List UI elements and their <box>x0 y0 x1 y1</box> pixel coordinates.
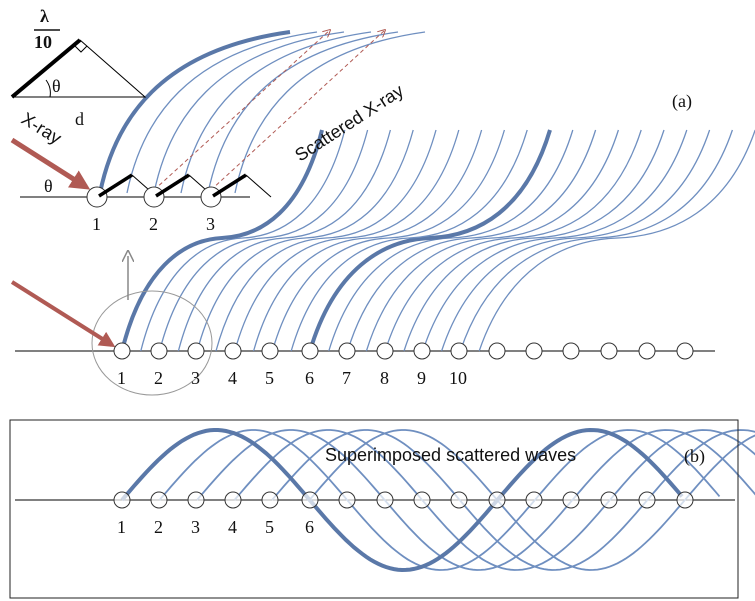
atom <box>201 187 221 207</box>
panel-b-title: Superimposed scattered waves <box>325 445 576 465</box>
atom-label: 7 <box>342 368 351 388</box>
atom <box>601 492 617 508</box>
atom <box>188 492 204 508</box>
atom <box>639 492 655 508</box>
atom-label: 3 <box>191 517 200 537</box>
atom-label: 1 <box>117 517 126 537</box>
scattered-wave <box>181 32 371 193</box>
atom <box>377 343 393 359</box>
atom-label: 2 <box>149 214 158 234</box>
atom <box>563 343 579 359</box>
ten: 10 <box>34 32 52 52</box>
scattered-wave <box>122 130 322 351</box>
atom <box>489 492 505 508</box>
atom <box>114 343 130 359</box>
plane <box>156 175 189 196</box>
atom-label: 9 <box>417 368 426 388</box>
scattered-wave <box>127 32 317 193</box>
atom <box>677 492 693 508</box>
lambda: λ <box>40 6 49 26</box>
atom <box>339 492 355 508</box>
atom-label: 6 <box>305 517 314 537</box>
atom <box>144 187 164 207</box>
atom-label: 8 <box>380 368 389 388</box>
atom-label: 5 <box>265 517 274 537</box>
atom <box>339 343 355 359</box>
scattered-wave <box>160 130 368 351</box>
atom <box>114 492 130 508</box>
right-angle <box>74 45 87 52</box>
atom <box>639 343 655 359</box>
atom <box>302 343 318 359</box>
atom-label: 4 <box>228 517 237 537</box>
xray-label: X-ray <box>18 108 65 148</box>
atom-label: 2 <box>154 517 163 537</box>
plane <box>213 175 246 196</box>
atom <box>677 343 693 359</box>
atom <box>225 343 241 359</box>
angle-arc <box>46 80 50 97</box>
atom <box>87 187 107 207</box>
atom <box>377 492 393 508</box>
atom-label: 3 <box>206 214 215 234</box>
label-b: (b) <box>684 446 705 467</box>
atom-label: 3 <box>191 368 200 388</box>
scattered-wave <box>479 130 755 351</box>
atom <box>225 492 241 508</box>
atom <box>302 492 318 508</box>
atom-label: 1 <box>117 368 126 388</box>
atom-label: 5 <box>265 368 274 388</box>
inset-theta: θ <box>52 76 61 96</box>
atom-label: 1 <box>92 214 101 234</box>
scattered-wave <box>100 32 290 193</box>
atom <box>262 343 278 359</box>
atom <box>451 492 467 508</box>
atom <box>526 492 542 508</box>
atom <box>451 343 467 359</box>
atom <box>414 492 430 508</box>
top-theta: θ <box>44 176 53 196</box>
incident-ray <box>12 282 112 345</box>
atom-label: 4 <box>228 368 237 388</box>
atom <box>262 492 278 508</box>
scattered-label: Scattered X-ray <box>291 80 407 165</box>
atom <box>151 492 167 508</box>
scattered-wave <box>154 32 344 193</box>
atom-label: 2 <box>154 368 163 388</box>
figure: 12312345678910123456 λ 10 θ d (a) X-ray … <box>0 0 755 601</box>
inset-triangle <box>12 40 145 97</box>
atom-label: 10 <box>449 368 467 388</box>
plane-tri <box>246 175 271 197</box>
inset-d: d <box>75 109 84 129</box>
atom-label: 6 <box>305 368 314 388</box>
atom <box>489 343 505 359</box>
atom <box>414 343 430 359</box>
atom <box>563 492 579 508</box>
label-a: (a) <box>672 91 692 112</box>
atom <box>151 343 167 359</box>
atom <box>188 343 204 359</box>
atom <box>601 343 617 359</box>
scattered-wave <box>235 32 425 193</box>
atom <box>526 343 542 359</box>
